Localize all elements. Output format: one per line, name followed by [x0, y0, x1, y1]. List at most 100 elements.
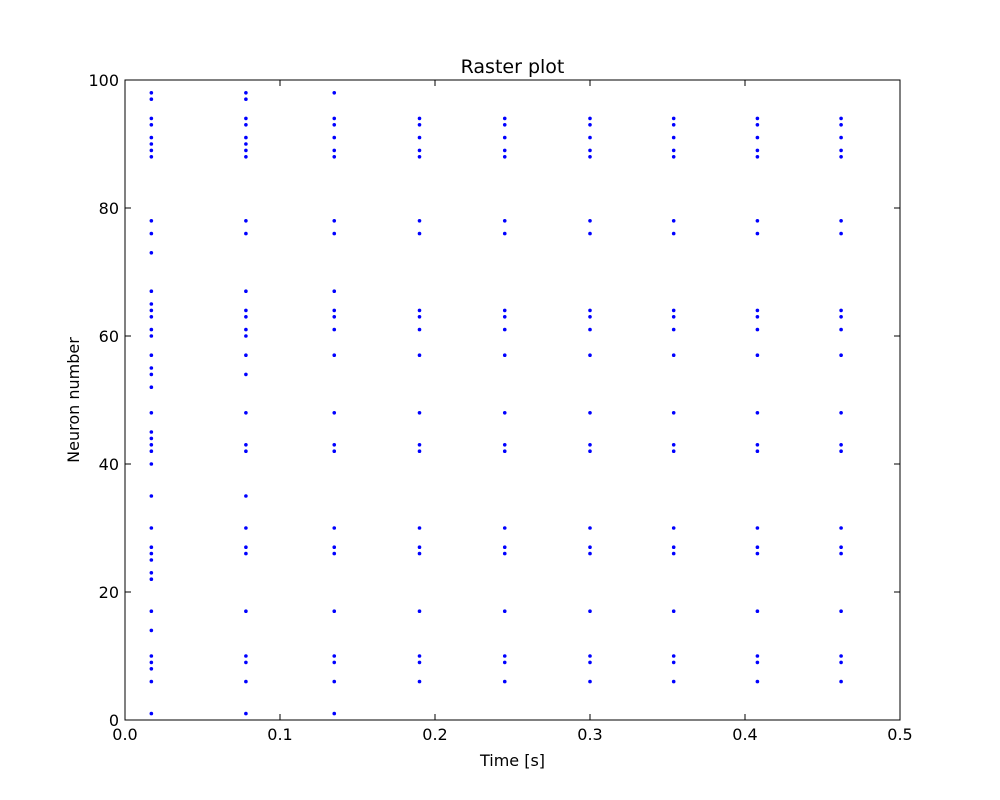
spike-point: [502, 654, 507, 658]
spike-point: [502, 123, 507, 127]
spike-point: [755, 660, 760, 665]
spike-point: [332, 148, 337, 153]
y-axis-ticks: 0 20 40 60 80 100: [88, 71, 900, 730]
spike-point: [244, 679, 248, 684]
spike-point: [244, 353, 248, 358]
spike-point: [588, 308, 592, 313]
spike-point: [244, 315, 248, 319]
y-tick-label: 80: [99, 199, 119, 218]
spike-point: [417, 353, 422, 358]
spike-point: [332, 353, 337, 358]
spike-point: [149, 577, 154, 581]
spike-point: [332, 231, 337, 236]
chart-title: Raster plot: [461, 56, 565, 78]
spike-point: [588, 123, 592, 127]
x-axis-ticks: 0.0 0.1 0.2 0.3 0.4 0.5: [112, 80, 913, 744]
spike-point: [502, 526, 507, 530]
spike-point: [502, 443, 507, 447]
spike-point: [588, 526, 592, 530]
spike-point: [755, 308, 760, 313]
spike-point: [332, 135, 337, 140]
spike-point: [839, 231, 843, 236]
spike-point: [149, 142, 154, 146]
spike-point: [244, 148, 248, 153]
spike-point: [671, 353, 676, 358]
spike-point: [244, 123, 248, 127]
spike-point: [417, 545, 422, 549]
spike-point: [149, 436, 154, 441]
spike-point: [332, 411, 337, 415]
spike-point: [149, 302, 154, 306]
spike-point: [755, 327, 760, 332]
spike-point: [244, 334, 248, 338]
spike-point: [839, 148, 843, 153]
spike-point: [332, 551, 337, 556]
spike-point: [149, 545, 154, 549]
spike-point: [755, 219, 760, 223]
spike-point: [839, 308, 843, 313]
spike-point: [149, 251, 154, 255]
spike-point: [244, 327, 248, 332]
spike-point: [149, 526, 154, 530]
spike-point: [839, 660, 843, 665]
spike-point: [149, 334, 154, 338]
spike-point: [417, 148, 422, 153]
spike-point: [417, 551, 422, 556]
spike-point: [149, 654, 154, 658]
spike-point: [149, 449, 154, 454]
x-tick-label: 0.4: [732, 725, 757, 744]
spike-point: [671, 449, 676, 454]
spike-point: [332, 443, 337, 447]
spike-point: [502, 551, 507, 556]
spike-point: [755, 411, 760, 415]
spike-point: [417, 654, 422, 658]
spike-point: [417, 123, 422, 127]
spike-point: [755, 148, 760, 153]
spike-point: [149, 494, 154, 498]
spike-point: [244, 372, 248, 377]
spike-point: [671, 155, 676, 159]
spike-point: [588, 353, 592, 358]
spike-point: [502, 155, 507, 159]
spike-point: [671, 315, 676, 319]
spike-point: [149, 385, 154, 390]
spike-point: [839, 315, 843, 319]
spike-point: [417, 526, 422, 530]
spike-point: [502, 315, 507, 319]
spike-point: [755, 609, 760, 613]
spike-point: [332, 545, 337, 549]
spike-point: [671, 231, 676, 236]
spike-point: [244, 443, 248, 447]
spike-point: [839, 411, 843, 415]
spike-point: [244, 155, 248, 159]
spike-point: [332, 526, 337, 530]
spike-point: [839, 116, 843, 121]
spike-point: [502, 609, 507, 613]
spike-point: [588, 545, 592, 549]
y-axis-label: Neuron number: [64, 337, 83, 463]
x-tick-label: 0.0: [112, 725, 137, 744]
spike-point: [244, 526, 248, 530]
spike-point: [502, 411, 507, 415]
spike-point: [417, 679, 422, 684]
spike-point: [332, 315, 337, 319]
spike-point: [755, 654, 760, 658]
spike-point: [839, 327, 843, 332]
spike-point: [149, 628, 154, 633]
spike-point: [502, 308, 507, 313]
spike-point: [755, 526, 760, 530]
spike-point: [588, 315, 592, 319]
spike-point: [671, 135, 676, 140]
spike-point: [417, 660, 422, 665]
spike-point: [839, 609, 843, 613]
spike-point: [244, 142, 248, 146]
spike-point: [588, 679, 592, 684]
spike-point: [149, 711, 154, 716]
spike-point: [149, 135, 154, 140]
spike-point: [417, 609, 422, 613]
spike-point: [588, 609, 592, 613]
spike-point: [244, 289, 248, 294]
spike-point: [244, 231, 248, 236]
spike-point: [332, 327, 337, 332]
spike-point: [588, 155, 592, 159]
